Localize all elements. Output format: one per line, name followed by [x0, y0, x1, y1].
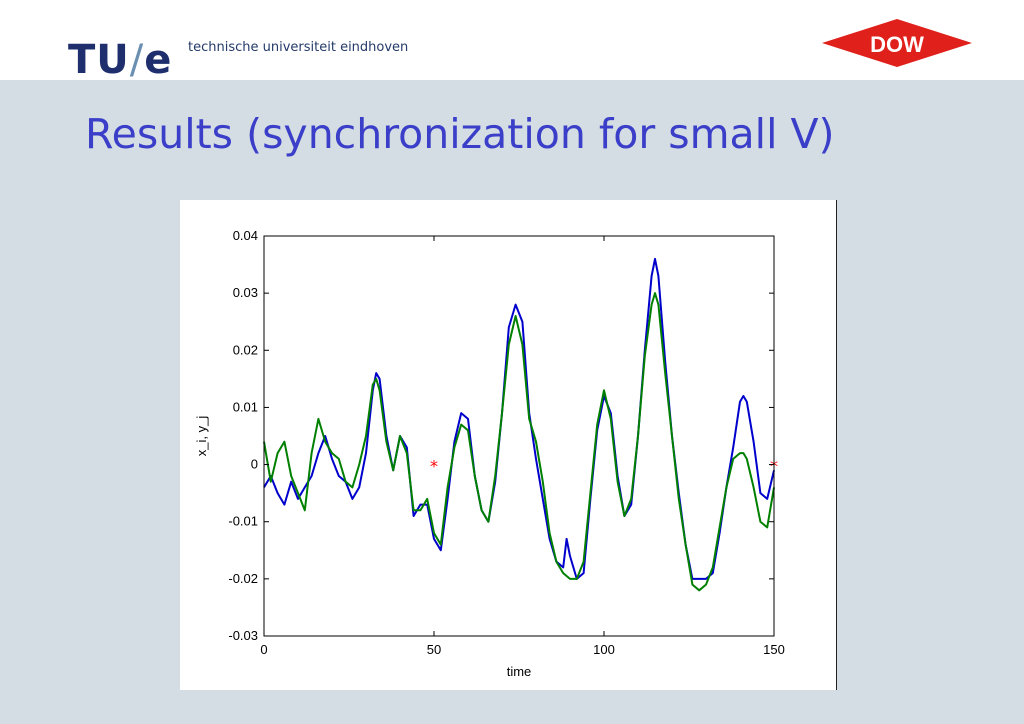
chart-figure: * * 0 50 100 150 -0.03 -0.02 -0.01 0 0.01 0.02 0.03…	[180, 200, 836, 690]
dow-diamond-shape	[822, 19, 972, 67]
axes-box	[263, 235, 775, 637]
tue-logo-slash: /	[129, 37, 145, 83]
x-axis-label: time	[507, 664, 532, 679]
tue-logo-tu: TU	[68, 37, 130, 83]
header-bar: TU/e technische universiteit eindhoven D…	[0, 0, 1024, 83]
y-tick-label: 0.01	[233, 399, 258, 414]
y-tick-label: -0.03	[228, 628, 258, 643]
x-tick-label: 0	[260, 642, 267, 657]
y-tick-label: -0.02	[228, 571, 258, 586]
y-axis-label: x_i, y_j	[194, 416, 209, 457]
y-tick-label: 0.03	[233, 285, 258, 300]
dow-logo-text: DOW	[870, 32, 924, 57]
y-tick-label: 0.02	[233, 342, 258, 357]
marker-star-1: *	[430, 457, 438, 476]
university-name: technische universiteit eindhoven	[188, 40, 409, 55]
dow-logo: DOW	[818, 16, 976, 70]
series-line-1	[263, 257, 775, 580]
slide-title: Results (synchronization for small V)	[85, 110, 835, 158]
x-tick-label: 100	[593, 642, 615, 657]
x-tick-label: 150	[763, 642, 785, 657]
line-chart: * * 0 50 100 150 -0.03 -0.02 -0.01 0 0.01 0.02 0.03…	[194, 228, 785, 679]
tue-logo: TU/e	[68, 36, 172, 84]
tick-layer: 0 50 100 150 -0.03 -0.02 -0.01 0 0.01 0.02 0.03 0.0…	[228, 228, 784, 657]
series-layer	[263, 257, 775, 592]
y-tick-label: -0.01	[228, 514, 258, 529]
y-tick-label: 0	[251, 457, 258, 472]
figure-border	[836, 200, 837, 690]
x-tick-label: 50	[427, 642, 441, 657]
series-line-2	[263, 292, 775, 592]
y-tick-label: 0.04	[233, 228, 258, 243]
marker-layer: * *	[430, 457, 778, 476]
tue-logo-e: e	[144, 37, 173, 83]
